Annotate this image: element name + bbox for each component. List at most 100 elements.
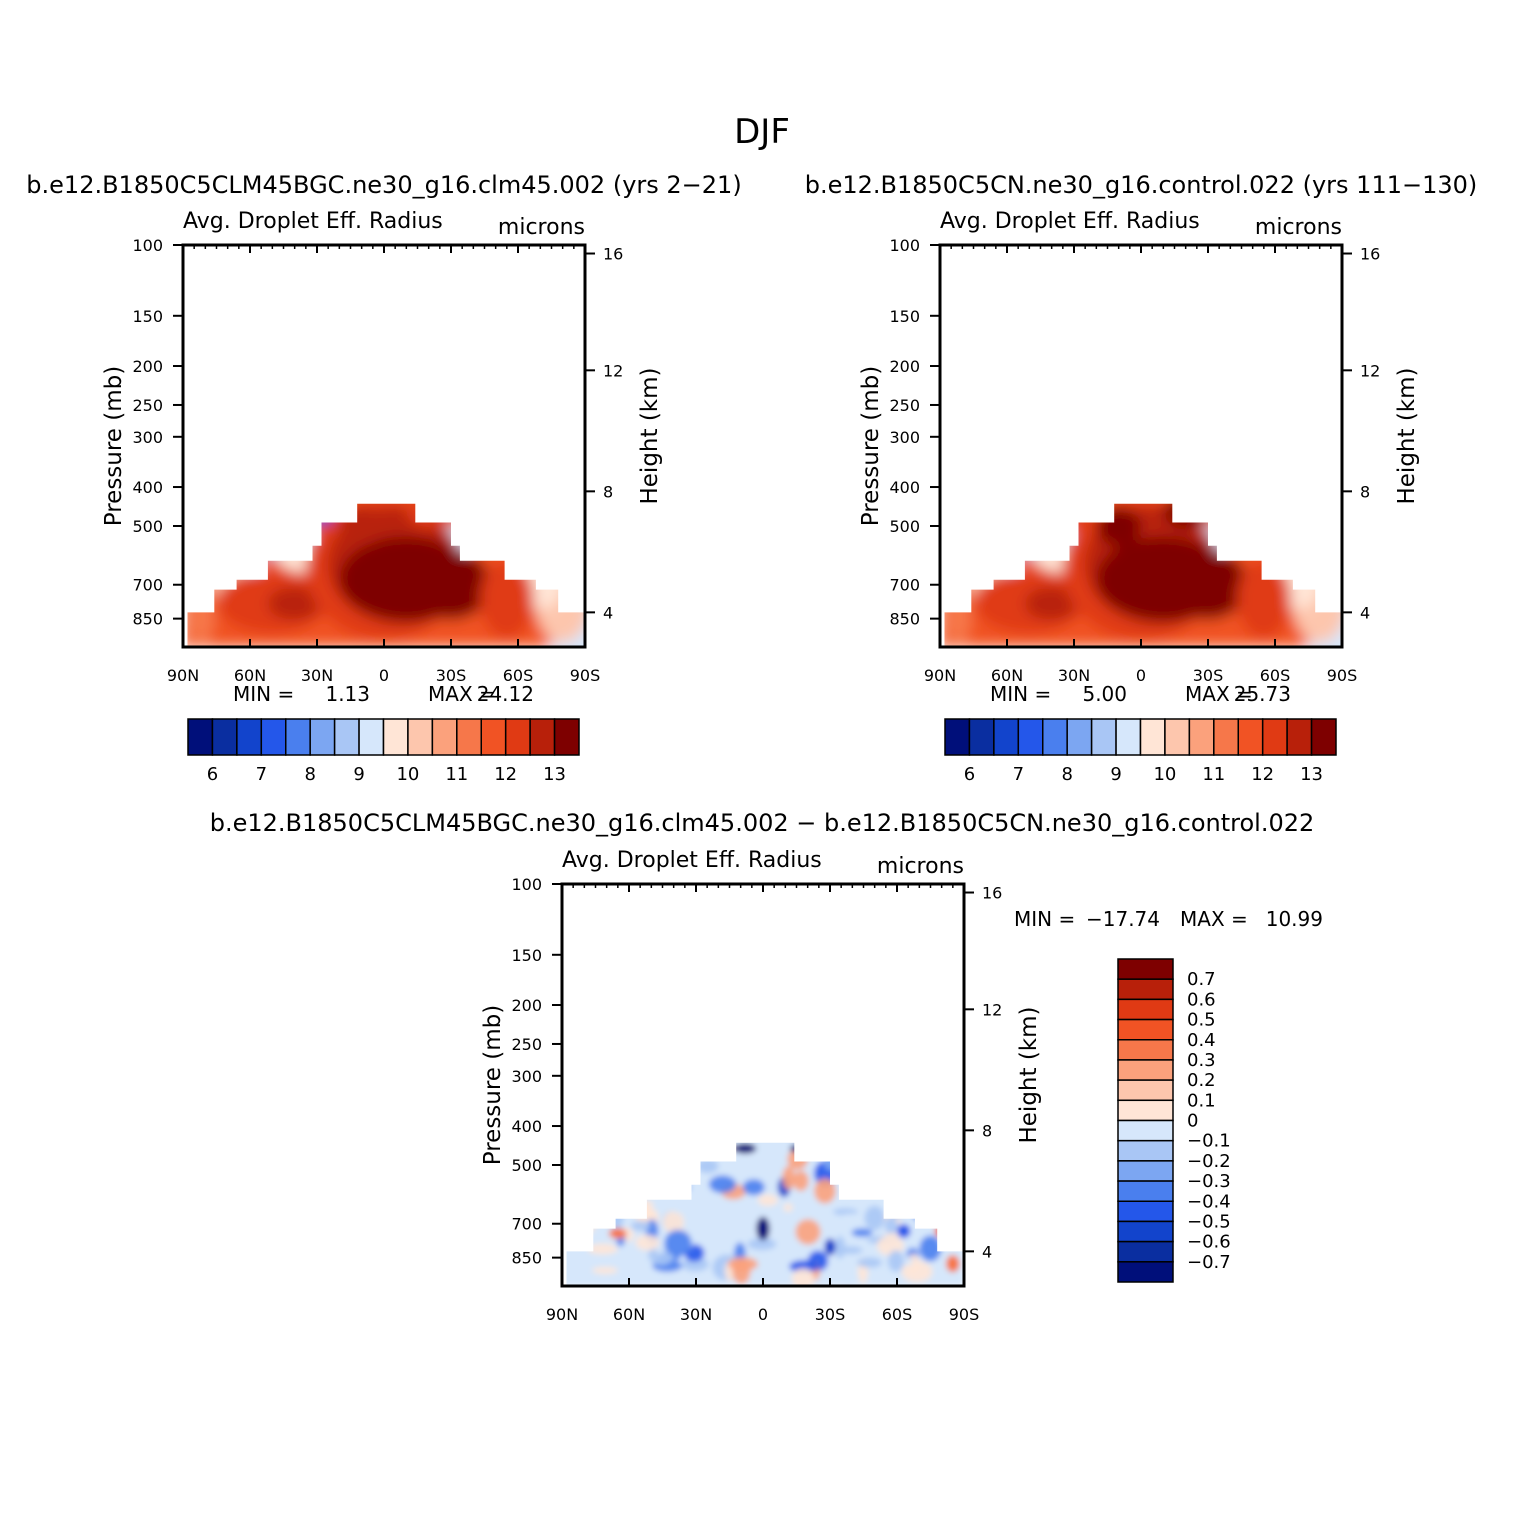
colorbar-swatch	[1188, 718, 1215, 756]
min-label: MIN =	[1014, 907, 1075, 931]
contour-fill	[851, 1228, 873, 1237]
x-tick-label: 30S	[436, 666, 467, 685]
y-tick-label: 400	[889, 478, 920, 497]
colorbar-swatch	[456, 718, 482, 756]
contour-fill	[611, 1149, 622, 1168]
colorbar-label: 13	[1300, 764, 1323, 785]
y-tick-label: 300	[132, 428, 163, 447]
x-tick-label: 60N	[613, 1305, 645, 1324]
contour-fill	[872, 1177, 885, 1190]
y-tick-label: 250	[511, 1035, 542, 1054]
y-tick-label: 700	[132, 576, 163, 595]
contour-fill	[662, 1210, 684, 1234]
contour-fill	[912, 1200, 933, 1223]
x-tick-label: 60S	[503, 666, 534, 685]
y-tick-label: 150	[889, 307, 920, 326]
contour-fill	[789, 1143, 817, 1154]
contour-fill	[187, 582, 215, 647]
x-axis: 90N 60N 30N 0 30S 60S 90S	[167, 245, 600, 685]
height-tick-label: 4	[1360, 603, 1370, 622]
contour-fill	[410, 550, 492, 620]
y-tick-label: 250	[889, 396, 920, 415]
panel-difference: b.e12.B1850C5CLM45BGC.ne30_g16.clm45.002…	[210, 809, 1323, 1324]
x-tick-label: 0	[1136, 666, 1146, 685]
colorbar-swatch	[1117, 1261, 1174, 1283]
contour-fill	[814, 1178, 836, 1204]
contour-fill	[897, 1224, 911, 1238]
height-tick-label: 8	[603, 482, 613, 501]
y-axis-right: 16 12 8 4	[585, 245, 623, 622]
case-title: b.e12.B1850C5CLM45BGC.ne30_g16.clm45.002…	[210, 809, 1315, 837]
height-tick-label: 12	[1360, 361, 1380, 380]
colorbar-swatch	[1261, 718, 1288, 756]
contour-fill	[1016, 521, 1074, 561]
max-label: MAX =	[1185, 682, 1253, 706]
contour-fill	[636, 1207, 656, 1221]
contour-fill	[782, 1166, 795, 1190]
y-tick-label: 400	[511, 1117, 542, 1136]
contour-fill	[824, 1238, 836, 1256]
contour-fill	[917, 1164, 948, 1190]
contour-fill	[903, 1257, 913, 1266]
contour-fill	[1067, 506, 1090, 524]
colorbar-swatch	[260, 718, 287, 756]
y-axis-right: 16 12 8 4	[1342, 245, 1380, 622]
y-axis-right-title: Height (km)	[1394, 367, 1420, 504]
y-axis-left: 100 150 200 250 300 400 500 700 850	[511, 875, 562, 1268]
x-tick-label: 60S	[882, 1305, 913, 1324]
contour-fill	[791, 1268, 815, 1286]
max-value: 25.73	[1234, 682, 1291, 706]
min-value: −17.74	[1086, 907, 1160, 931]
y-axis-right-title: Height (km)	[1016, 1006, 1042, 1143]
contour-fill	[591, 1225, 604, 1248]
contour-fill	[267, 587, 322, 621]
contour-fill	[732, 1259, 751, 1284]
contour-fill	[840, 1213, 863, 1221]
y-tick-label: 500	[889, 517, 920, 536]
contour-fill	[747, 1238, 777, 1250]
contour-fill	[887, 1197, 901, 1206]
colorbar-swatch	[1117, 978, 1174, 1001]
colorbar-swatch	[1117, 1240, 1174, 1263]
y-tick-label: 200	[132, 357, 163, 376]
x-axis: 90N 60N 30N 0 30S 60S 90S	[924, 245, 1357, 685]
colorbar-swatch	[285, 718, 311, 756]
case-title: b.e12.B1850C5CLM45BGC.ne30_g16.clm45.002…	[26, 171, 741, 199]
colorbar-swatch	[1117, 1059, 1174, 1081]
x-tick-label: 0	[379, 666, 389, 685]
colorbar-label: −0.1	[1187, 1131, 1231, 1152]
colorbar-swatch	[1164, 718, 1191, 756]
colorbar-label: 0.3	[1187, 1050, 1216, 1071]
x-axis: 90N 60N 30N 0 30S 60S 90S	[546, 884, 979, 1324]
contour-blobs	[187, 503, 585, 647]
colorbar: 0.70.60.50.40.30.20.10−0.1−0.2−0.3−0.4−0…	[1117, 958, 1231, 1283]
colorbar: 6 7 8 9 10 11 12 13	[187, 718, 580, 785]
plot-area	[944, 503, 1342, 647]
y-tick-label: 500	[132, 517, 163, 536]
colorbar-label: −0.5	[1187, 1211, 1231, 1232]
contour-fill	[757, 1194, 779, 1206]
height-tick-label: 12	[603, 361, 623, 380]
y-tick-label: 850	[889, 610, 920, 629]
y-tick-label: 850	[132, 610, 163, 629]
y-tick-label: 700	[889, 576, 920, 595]
x-tick-label: 30S	[1193, 666, 1224, 685]
height-tick-label: 4	[603, 603, 613, 622]
x-tick-label: 90S	[570, 666, 601, 685]
colorbar-swatch	[993, 718, 1020, 756]
colorbar-swatch	[358, 718, 385, 756]
contour-fill	[1096, 506, 1141, 546]
contour-fill	[709, 1175, 737, 1194]
colorbar-swatch	[1117, 1039, 1174, 1061]
colorbar-label: 6	[207, 764, 218, 785]
contour-fill	[946, 1255, 960, 1273]
min-value: 5.00	[1082, 682, 1127, 706]
colorbar-label: 0.2	[1187, 1070, 1216, 1091]
colorbar-label: 6	[964, 764, 975, 785]
contour-fill	[592, 1266, 618, 1274]
colorbar-swatch	[1117, 958, 1174, 980]
contour-fill	[756, 1216, 770, 1241]
contour-fill	[921, 1174, 950, 1189]
panel-model-case: b.e12.B1850C5CLM45BGC.ne30_g16.clm45.002…	[26, 171, 741, 785]
field-title: Avg. Droplet Eff. Radius	[183, 209, 443, 234]
